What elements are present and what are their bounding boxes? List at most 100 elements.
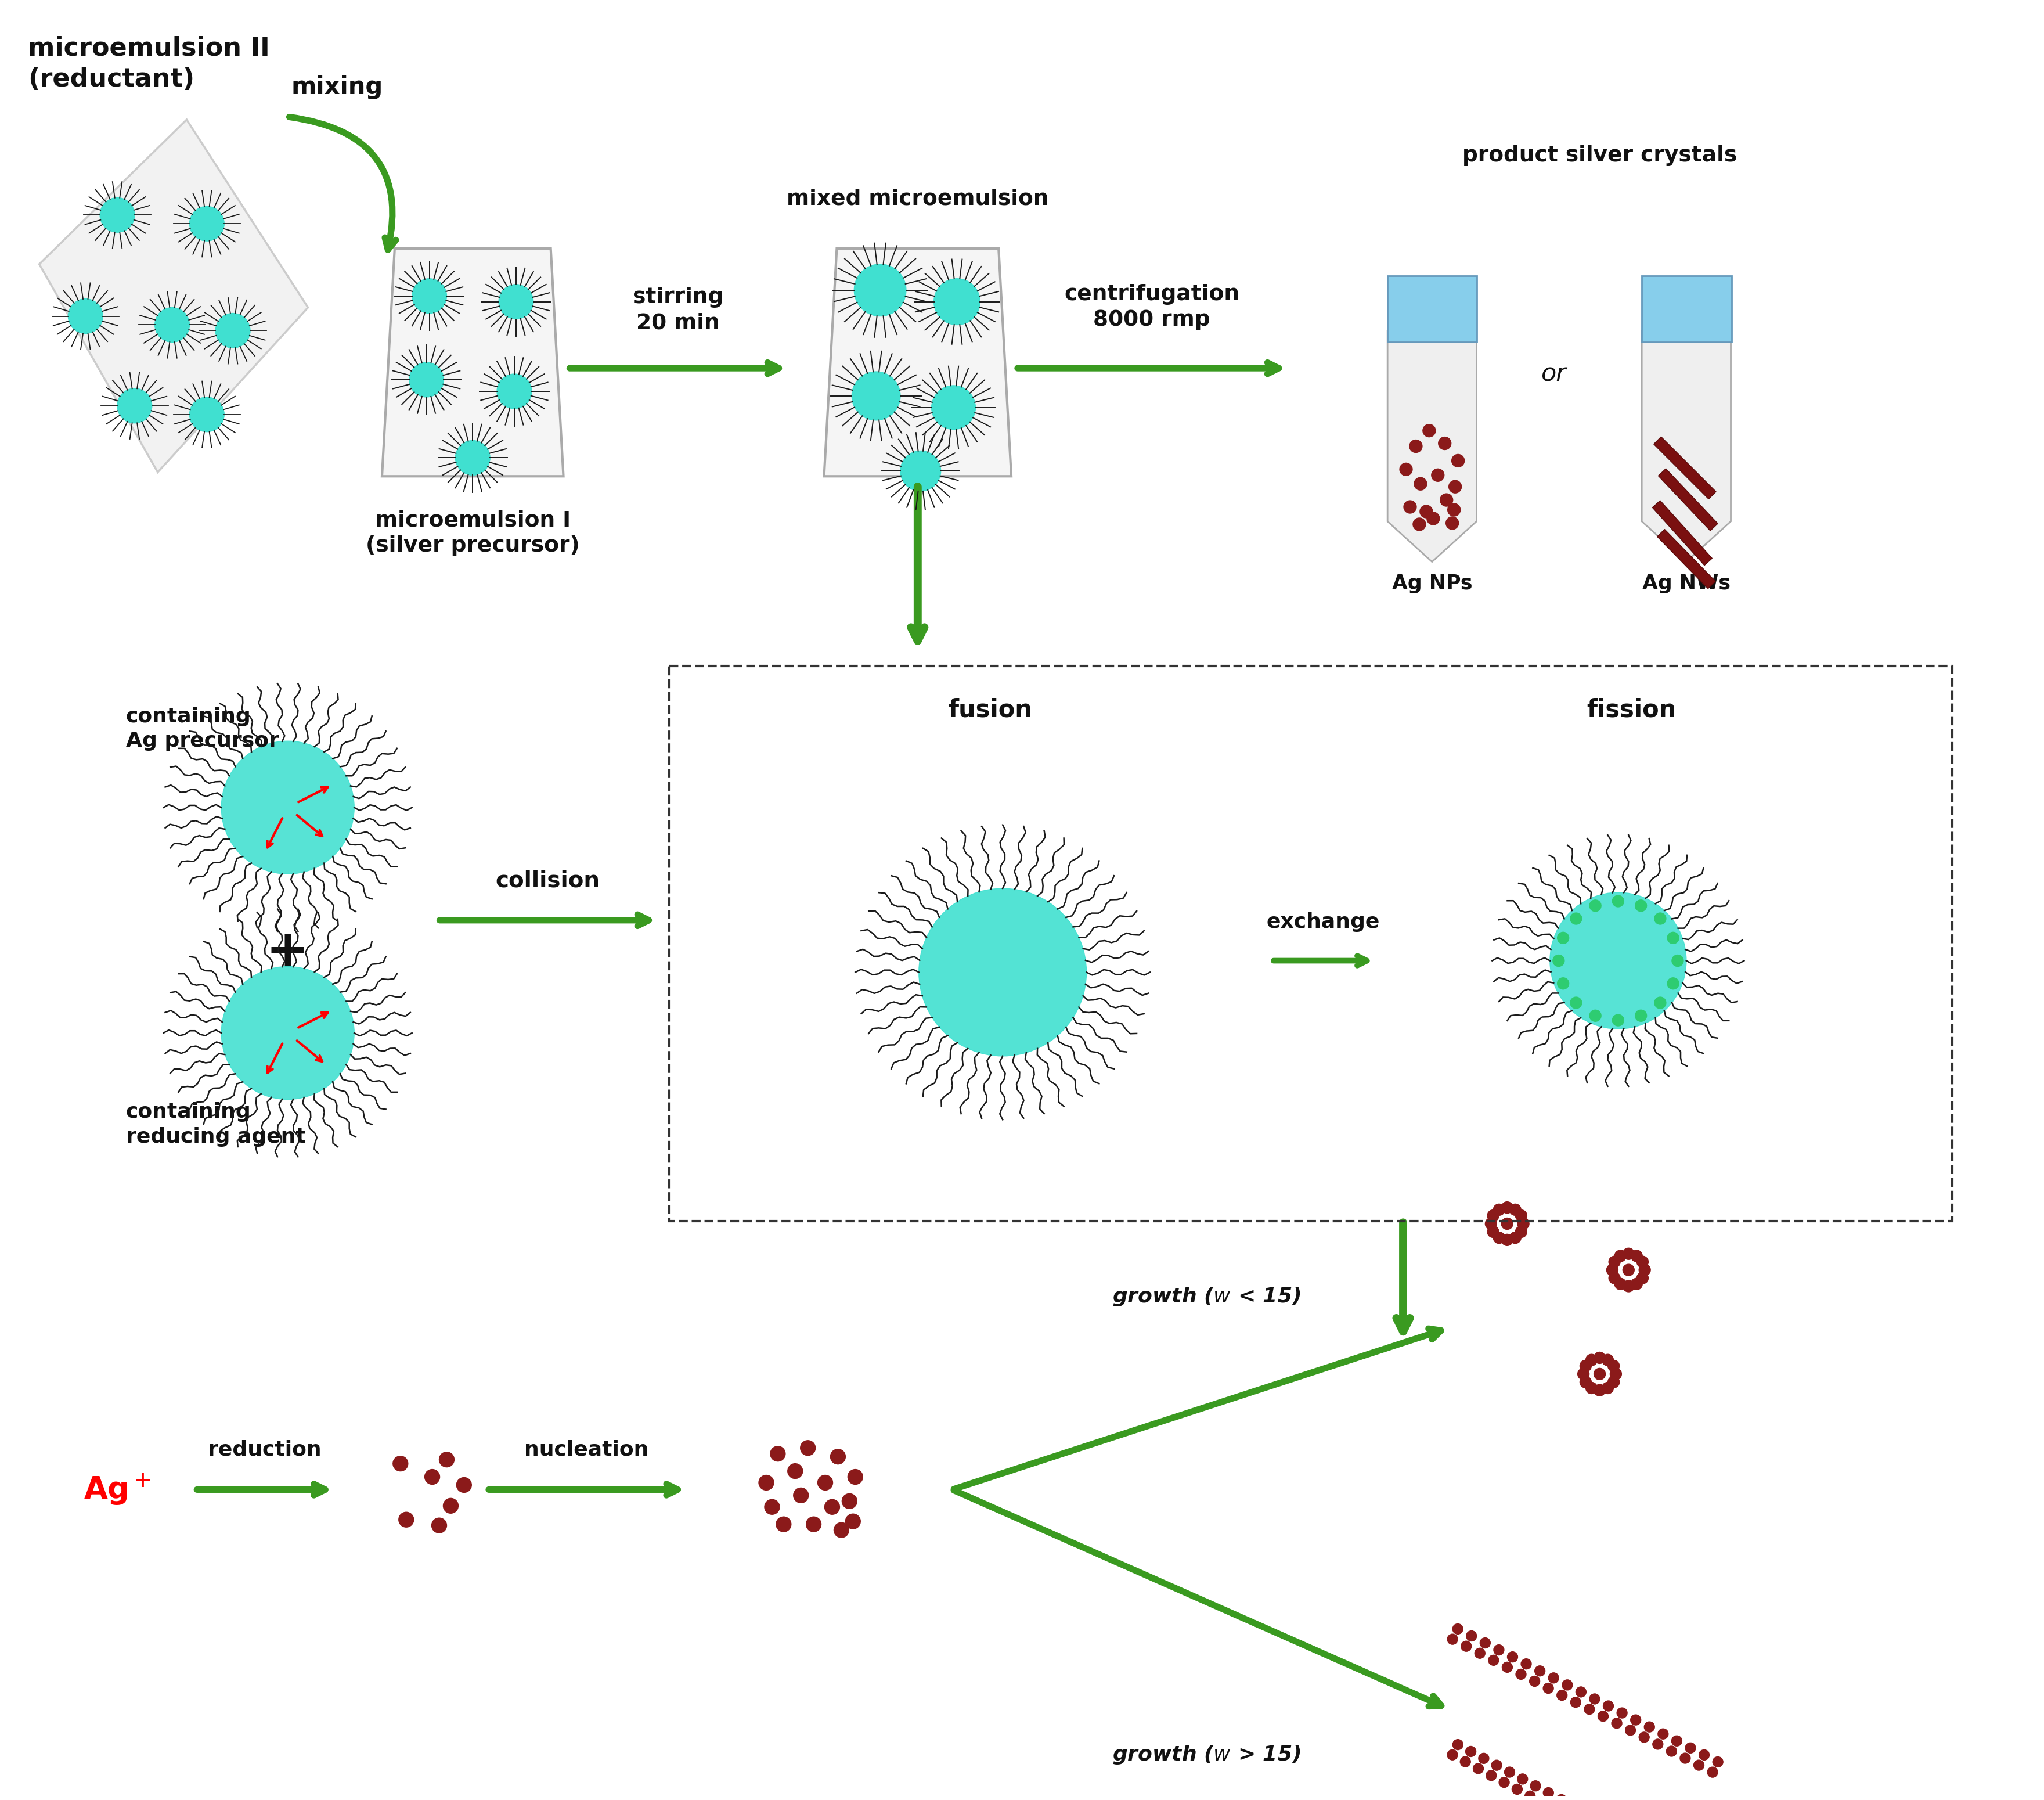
Circle shape — [1558, 1690, 1568, 1701]
Circle shape — [758, 1476, 775, 1490]
Text: Ag NPs: Ag NPs — [1392, 574, 1472, 594]
Circle shape — [1543, 1787, 1553, 1798]
Text: growth ($w$ < 15): growth ($w$ < 15) — [1112, 1285, 1300, 1307]
Circle shape — [1654, 913, 1666, 925]
Circle shape — [1580, 1377, 1592, 1388]
Circle shape — [793, 1489, 809, 1503]
Text: fusion: fusion — [948, 698, 1032, 722]
Circle shape — [497, 374, 531, 409]
Circle shape — [1590, 900, 1600, 911]
Circle shape — [777, 1517, 791, 1532]
Circle shape — [1635, 1010, 1647, 1021]
Circle shape — [1480, 1638, 1490, 1649]
Circle shape — [801, 1440, 816, 1456]
Text: collision: collision — [495, 869, 601, 891]
Text: product silver crystals: product silver crystals — [1461, 146, 1737, 166]
Text: exchange: exchange — [1267, 913, 1380, 932]
Circle shape — [1488, 1654, 1498, 1665]
Text: fission: fission — [1586, 698, 1676, 722]
Text: containing
reducing agent: containing reducing agent — [127, 1102, 307, 1147]
Polygon shape — [1652, 500, 1713, 565]
Circle shape — [1668, 932, 1678, 943]
Circle shape — [117, 389, 151, 423]
Text: or: or — [1541, 362, 1566, 387]
Circle shape — [1508, 1231, 1521, 1244]
Circle shape — [221, 742, 354, 875]
Circle shape — [764, 1499, 779, 1514]
Circle shape — [787, 1463, 803, 1478]
Circle shape — [1558, 977, 1570, 990]
Circle shape — [1404, 500, 1416, 513]
Circle shape — [1486, 1219, 1496, 1229]
Circle shape — [1611, 1368, 1621, 1381]
Text: containing
Ag precursor: containing Ag precursor — [127, 706, 280, 751]
Circle shape — [920, 889, 1087, 1057]
Circle shape — [155, 308, 190, 342]
Text: +: + — [266, 927, 311, 977]
Circle shape — [1414, 477, 1427, 490]
Circle shape — [854, 265, 905, 317]
Circle shape — [1609, 1377, 1619, 1388]
Circle shape — [1586, 1354, 1596, 1366]
Circle shape — [1515, 1210, 1527, 1222]
Circle shape — [1513, 1784, 1523, 1795]
Circle shape — [1654, 997, 1666, 1008]
Circle shape — [824, 1499, 840, 1514]
Circle shape — [1637, 1256, 1647, 1267]
Circle shape — [1713, 1757, 1723, 1768]
Circle shape — [1635, 900, 1647, 911]
Circle shape — [1694, 1760, 1705, 1771]
Circle shape — [413, 279, 448, 313]
Circle shape — [934, 279, 981, 324]
Circle shape — [1431, 468, 1445, 481]
Circle shape — [1594, 1352, 1605, 1364]
Circle shape — [842, 1494, 856, 1508]
Circle shape — [834, 1523, 848, 1537]
Circle shape — [846, 1514, 861, 1528]
Circle shape — [1543, 1683, 1553, 1694]
Circle shape — [1707, 1768, 1717, 1777]
Polygon shape — [1388, 331, 1476, 562]
Circle shape — [409, 362, 444, 398]
Circle shape — [1615, 1251, 1627, 1262]
Circle shape — [1439, 437, 1451, 450]
Circle shape — [805, 1517, 822, 1532]
Circle shape — [1451, 454, 1464, 466]
Circle shape — [1421, 506, 1433, 518]
Circle shape — [1529, 1676, 1539, 1687]
Circle shape — [1562, 1679, 1572, 1690]
Polygon shape — [824, 248, 1012, 477]
Circle shape — [848, 1469, 863, 1485]
Circle shape — [1654, 1739, 1664, 1750]
Circle shape — [830, 1449, 846, 1463]
Circle shape — [818, 1476, 832, 1490]
Circle shape — [1625, 1724, 1635, 1735]
Circle shape — [1502, 1202, 1513, 1213]
Circle shape — [1668, 977, 1678, 990]
Text: Ag NWs: Ag NWs — [1641, 574, 1731, 594]
Circle shape — [1504, 1768, 1515, 1777]
Circle shape — [1492, 1760, 1502, 1771]
Circle shape — [932, 385, 975, 430]
Circle shape — [1506, 1652, 1519, 1661]
Circle shape — [1494, 1231, 1504, 1244]
Text: centrifugation
8000 rmp: centrifugation 8000 rmp — [1065, 284, 1239, 331]
Circle shape — [1578, 1368, 1590, 1381]
Circle shape — [1494, 1204, 1504, 1215]
Circle shape — [1617, 1708, 1627, 1719]
Circle shape — [1400, 463, 1412, 475]
Circle shape — [456, 1478, 472, 1492]
Circle shape — [1549, 1672, 1560, 1683]
Circle shape — [1531, 1780, 1541, 1791]
Circle shape — [1680, 1753, 1690, 1764]
Circle shape — [1537, 1798, 1547, 1800]
Circle shape — [1447, 1750, 1457, 1760]
Circle shape — [1517, 1773, 1527, 1784]
Text: nucleation: nucleation — [525, 1440, 648, 1460]
Circle shape — [399, 1512, 413, 1526]
Circle shape — [1594, 1368, 1605, 1381]
Circle shape — [431, 1517, 448, 1534]
Circle shape — [1672, 1735, 1682, 1746]
Circle shape — [1502, 1219, 1513, 1229]
Polygon shape — [39, 119, 309, 472]
